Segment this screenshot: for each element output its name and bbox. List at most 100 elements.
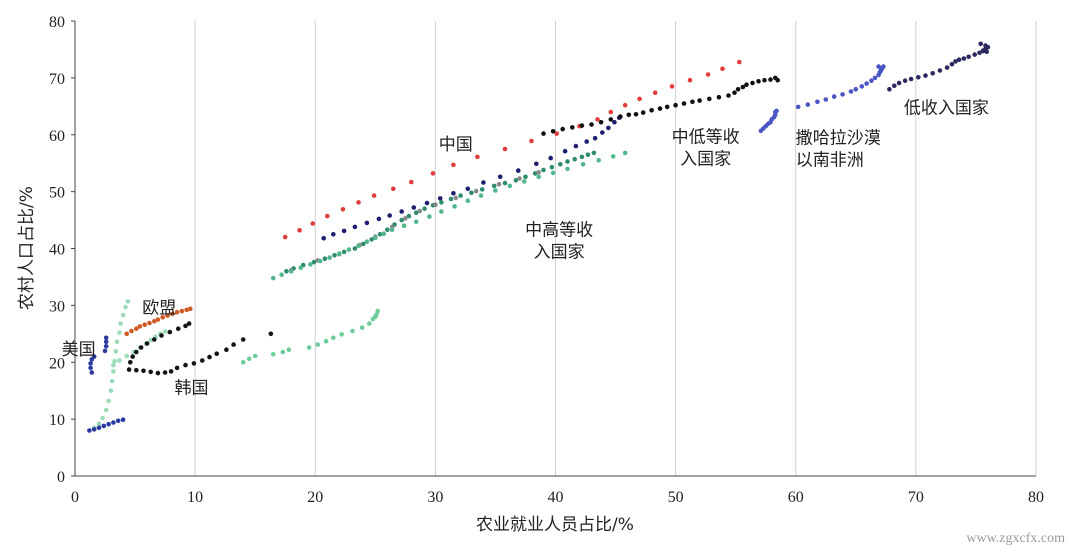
x-tick-labels: 0 10 20 30 40 50 60 70 80: [71, 489, 1044, 506]
data-point: [184, 307, 189, 313]
data-point: [606, 125, 611, 131]
data-point: [664, 104, 670, 110]
data-point: [573, 143, 579, 149]
data-point: [598, 119, 604, 125]
data-point: [554, 131, 559, 136]
data-point: [977, 50, 982, 56]
data-point: [100, 415, 105, 421]
data-point: [517, 176, 522, 181]
x-tick-label: 70: [908, 489, 924, 506]
data-point: [103, 335, 109, 341]
data-point: [280, 349, 286, 355]
data-point: [687, 77, 693, 83]
data-point: [750, 80, 755, 86]
data-point: [327, 255, 333, 260]
data-point: [961, 56, 967, 61]
annotation-label: 韩国: [175, 378, 209, 398]
data-point: [978, 41, 983, 47]
data-point: [170, 311, 175, 317]
data-point: [451, 191, 456, 196]
data-point: [453, 195, 459, 201]
data-point: [168, 369, 174, 374]
data-point: [371, 193, 377, 198]
data-point: [475, 154, 480, 160]
data-point: [417, 208, 423, 214]
data-point: [406, 213, 412, 219]
x-tick-label: 10: [187, 489, 203, 506]
data-point: [795, 104, 801, 110]
data-point: [589, 122, 594, 127]
data-point: [591, 150, 597, 156]
x-tick-label: 50: [668, 489, 684, 506]
data-point: [323, 338, 329, 344]
data-point: [240, 337, 246, 342]
data-point: [481, 180, 486, 185]
data-point: [896, 80, 902, 86]
y-tick-labels: 0 10 20 30 40 50 60 70 80: [49, 14, 75, 486]
data-point: [284, 269, 289, 274]
x-tick-label: 40: [548, 489, 564, 506]
data-point: [726, 93, 731, 98]
data-point: [878, 66, 884, 72]
data-point: [332, 253, 337, 258]
data-point: [87, 428, 92, 433]
data-point: [869, 78, 874, 83]
data-point: [297, 228, 302, 233]
data-point: [610, 154, 616, 159]
data-point: [325, 213, 330, 219]
data-point: [331, 335, 336, 341]
data-point: [409, 179, 414, 185]
data-point: [141, 368, 146, 374]
data-point: [673, 102, 678, 108]
data-point: [361, 241, 366, 247]
data-point: [337, 251, 342, 256]
data-point: [391, 186, 396, 192]
data-point: [96, 421, 102, 427]
data-point: [321, 236, 327, 241]
x-axis-title: 农业就业人员占比/%: [476, 515, 634, 535]
data-point: [516, 168, 521, 173]
data-point: [735, 87, 741, 92]
data-point: [513, 178, 519, 183]
data-point: [497, 174, 503, 180]
data-point: [502, 180, 508, 186]
data-point: [649, 108, 654, 113]
data-point: [579, 154, 585, 160]
data-point: [183, 362, 188, 368]
data-point: [200, 358, 205, 363]
data-point: [120, 312, 126, 318]
data-point: [448, 196, 454, 202]
data-point: [805, 102, 811, 107]
data-point: [103, 339, 109, 345]
data-point: [279, 272, 284, 278]
data-point: [716, 94, 722, 100]
data-point: [579, 123, 585, 128]
data-point: [452, 204, 457, 209]
data-point: [756, 79, 761, 84]
data-point: [887, 87, 892, 92]
data-point: [91, 427, 97, 432]
data-point: [848, 89, 854, 94]
data-point: [387, 213, 393, 218]
y-tick-label: 60: [49, 128, 65, 145]
data-point: [114, 339, 120, 345]
data-point: [637, 96, 642, 102]
x-tick-label: 30: [427, 489, 443, 506]
data-point: [341, 249, 347, 255]
data-point: [148, 369, 153, 375]
data-point: [88, 365, 93, 371]
data-point: [608, 109, 614, 115]
data-point: [88, 361, 93, 366]
x-tick-label: 80: [1028, 489, 1044, 506]
data-point: [775, 77, 780, 83]
data-point: [584, 139, 589, 144]
x-tick-label: 0: [71, 489, 79, 506]
data-point: [944, 65, 950, 70]
data-point: [288, 269, 294, 274]
data-point: [424, 200, 430, 206]
data-point: [103, 344, 109, 349]
data-point: [595, 117, 600, 122]
data-point: [125, 299, 131, 304]
